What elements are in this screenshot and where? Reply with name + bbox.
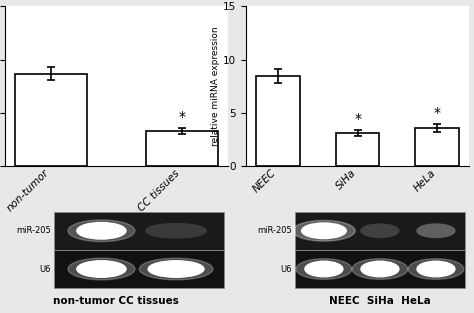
Ellipse shape xyxy=(68,220,135,242)
Ellipse shape xyxy=(77,261,126,277)
Ellipse shape xyxy=(146,223,206,238)
Text: *: * xyxy=(434,106,441,120)
Bar xyxy=(415,128,459,167)
Bar xyxy=(54,212,224,250)
Text: *: * xyxy=(178,110,185,124)
Y-axis label: relative miRNA expression: relative miRNA expression xyxy=(211,27,220,146)
Bar xyxy=(295,250,465,288)
Ellipse shape xyxy=(361,261,399,277)
Text: *: * xyxy=(354,112,361,126)
Ellipse shape xyxy=(292,220,355,241)
Bar xyxy=(336,133,380,167)
Text: miR-205: miR-205 xyxy=(257,226,292,235)
Ellipse shape xyxy=(296,259,352,279)
Ellipse shape xyxy=(417,224,455,238)
Bar xyxy=(146,131,218,167)
Ellipse shape xyxy=(77,223,126,239)
Bar xyxy=(15,74,87,167)
Text: NEEC  SiHa  HeLa: NEEC SiHa HeLa xyxy=(329,295,431,305)
Bar xyxy=(295,212,465,250)
Ellipse shape xyxy=(408,259,464,279)
Text: miR-205: miR-205 xyxy=(16,226,51,235)
Ellipse shape xyxy=(352,259,408,279)
Ellipse shape xyxy=(68,258,135,280)
Ellipse shape xyxy=(305,261,343,277)
Ellipse shape xyxy=(148,261,204,277)
Bar xyxy=(54,250,224,288)
Ellipse shape xyxy=(361,224,399,238)
Bar xyxy=(256,76,300,167)
Text: U6: U6 xyxy=(39,264,51,274)
Text: non-tumor CC tissues: non-tumor CC tissues xyxy=(54,295,179,305)
Ellipse shape xyxy=(139,258,213,280)
Ellipse shape xyxy=(301,223,346,239)
Ellipse shape xyxy=(417,261,455,277)
Text: U6: U6 xyxy=(280,264,292,274)
